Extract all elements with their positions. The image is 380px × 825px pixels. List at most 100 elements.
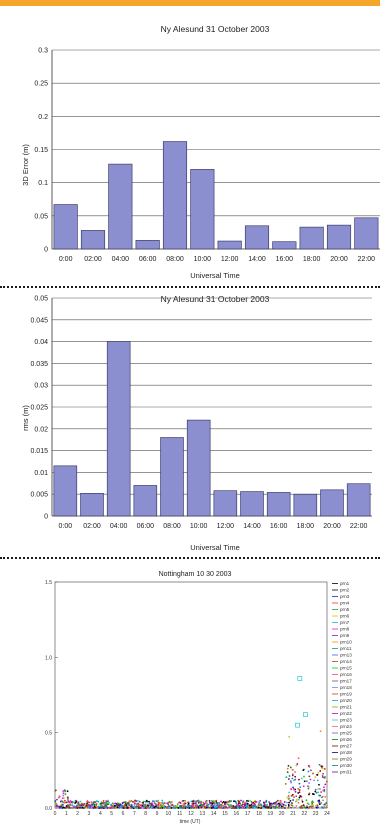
y-tick-label: 0.5 <box>45 731 52 737</box>
scatter-point <box>311 800 314 803</box>
x-tick-label: 22 <box>302 811 308 817</box>
scatter-point <box>222 805 225 807</box>
scatter-point <box>321 767 324 770</box>
scatter-point <box>133 805 136 808</box>
scatter-point <box>160 804 163 807</box>
x-tick-label: 02:00 <box>83 523 101 530</box>
scatter-point <box>318 803 321 806</box>
scatter-point <box>263 805 266 808</box>
scatter-point <box>253 800 256 803</box>
scatter-point <box>99 802 102 805</box>
scatter-point <box>226 801 229 803</box>
scatter-point <box>199 800 202 803</box>
scatter-point <box>142 800 145 803</box>
scatter-point <box>324 804 326 807</box>
y-tick-label: 1.5 <box>45 580 52 586</box>
scatter-point <box>147 806 150 809</box>
scatter-point <box>303 806 306 809</box>
scatter-point <box>286 771 289 774</box>
scatter-point <box>299 786 302 789</box>
scatter-point <box>56 805 59 808</box>
y-tick-label: 1.0 <box>45 655 52 661</box>
scatter-point <box>168 807 171 809</box>
x-tick-label: 18:00 <box>297 523 315 530</box>
x-tick-label: 20:00 <box>330 256 348 263</box>
scatter-point <box>288 797 291 800</box>
scatter-point <box>239 802 242 805</box>
scatter-point <box>317 771 320 774</box>
scatter-point <box>61 800 64 803</box>
x-tick-label: 10:00 <box>190 523 208 530</box>
scatter-point <box>250 804 253 806</box>
scatter-point <box>60 804 63 806</box>
scatter-point <box>283 801 286 803</box>
scatter-point <box>133 802 136 805</box>
scatter-point <box>129 807 131 809</box>
bar <box>53 465 78 517</box>
scatter-point <box>105 806 107 809</box>
scatter-point <box>276 803 279 805</box>
scatter-point <box>219 806 222 809</box>
scatter-point <box>246 802 249 805</box>
legend-label: prn22 <box>340 711 352 716</box>
scatter-point <box>68 801 71 804</box>
scatter-point <box>220 805 223 807</box>
scatter-point <box>322 772 324 775</box>
scatter-point <box>192 805 195 808</box>
scatter-point <box>211 799 213 802</box>
scatter-point <box>54 805 57 808</box>
scatter-point <box>89 806 92 809</box>
legend-label: prn25 <box>340 731 352 736</box>
y-tick-label: 0 <box>44 247 48 254</box>
x-tick-label: 04:00 <box>110 523 128 530</box>
bar <box>217 240 242 250</box>
scatter-point <box>320 765 323 768</box>
scatter-point <box>102 799 105 802</box>
scatter-point <box>297 787 300 790</box>
x-tick-label: 24 <box>324 811 330 817</box>
scatter-point <box>310 805 312 808</box>
scatter-point <box>127 802 130 805</box>
scatter-point <box>224 801 227 804</box>
scatter-point <box>286 801 288 804</box>
x-tick-label: 16 <box>234 811 240 817</box>
scatter-point <box>153 806 156 809</box>
scatter-point <box>194 807 197 809</box>
scatter-point <box>169 802 172 805</box>
scatter-point <box>311 806 314 809</box>
scatter-point <box>237 803 239 806</box>
scatter-point <box>71 800 73 803</box>
scatter-point <box>221 807 224 809</box>
scatter-point <box>83 803 86 806</box>
scatter-point <box>305 780 308 783</box>
scatter-point <box>295 795 298 798</box>
scatter-point <box>291 794 294 797</box>
x-tick-label: 19 <box>268 811 274 817</box>
legend-label: prn13 <box>340 653 352 658</box>
legend-label: prn23 <box>340 718 352 723</box>
scatter-point <box>242 800 245 803</box>
scatter-point <box>317 794 320 797</box>
scatter-point <box>232 800 235 803</box>
scatter-point <box>105 801 108 804</box>
scatter-point <box>259 803 262 806</box>
scatter-point <box>161 799 164 802</box>
scatter-point <box>121 802 124 804</box>
scatter-point <box>210 802 213 804</box>
scatter-point <box>86 800 89 803</box>
scatter-point <box>287 778 290 780</box>
scatter-point <box>299 795 302 797</box>
scatter-point <box>290 788 293 790</box>
scatter-point <box>313 779 315 782</box>
y-tick-label: 0.03 <box>34 383 48 390</box>
scatter-point <box>210 807 213 809</box>
bar <box>346 483 371 517</box>
scatter-point <box>95 800 98 802</box>
scatter-point <box>113 806 116 809</box>
chart-nottingham: Nottingham 10 30 2003 time (UT) 0.0 0.5 1.… <box>0 560 380 825</box>
scatter-point <box>178 805 181 808</box>
bar <box>293 493 318 517</box>
scatter-point <box>258 804 261 807</box>
scatter-point <box>322 776 324 779</box>
y-tick-label: 0.01 <box>34 470 48 477</box>
